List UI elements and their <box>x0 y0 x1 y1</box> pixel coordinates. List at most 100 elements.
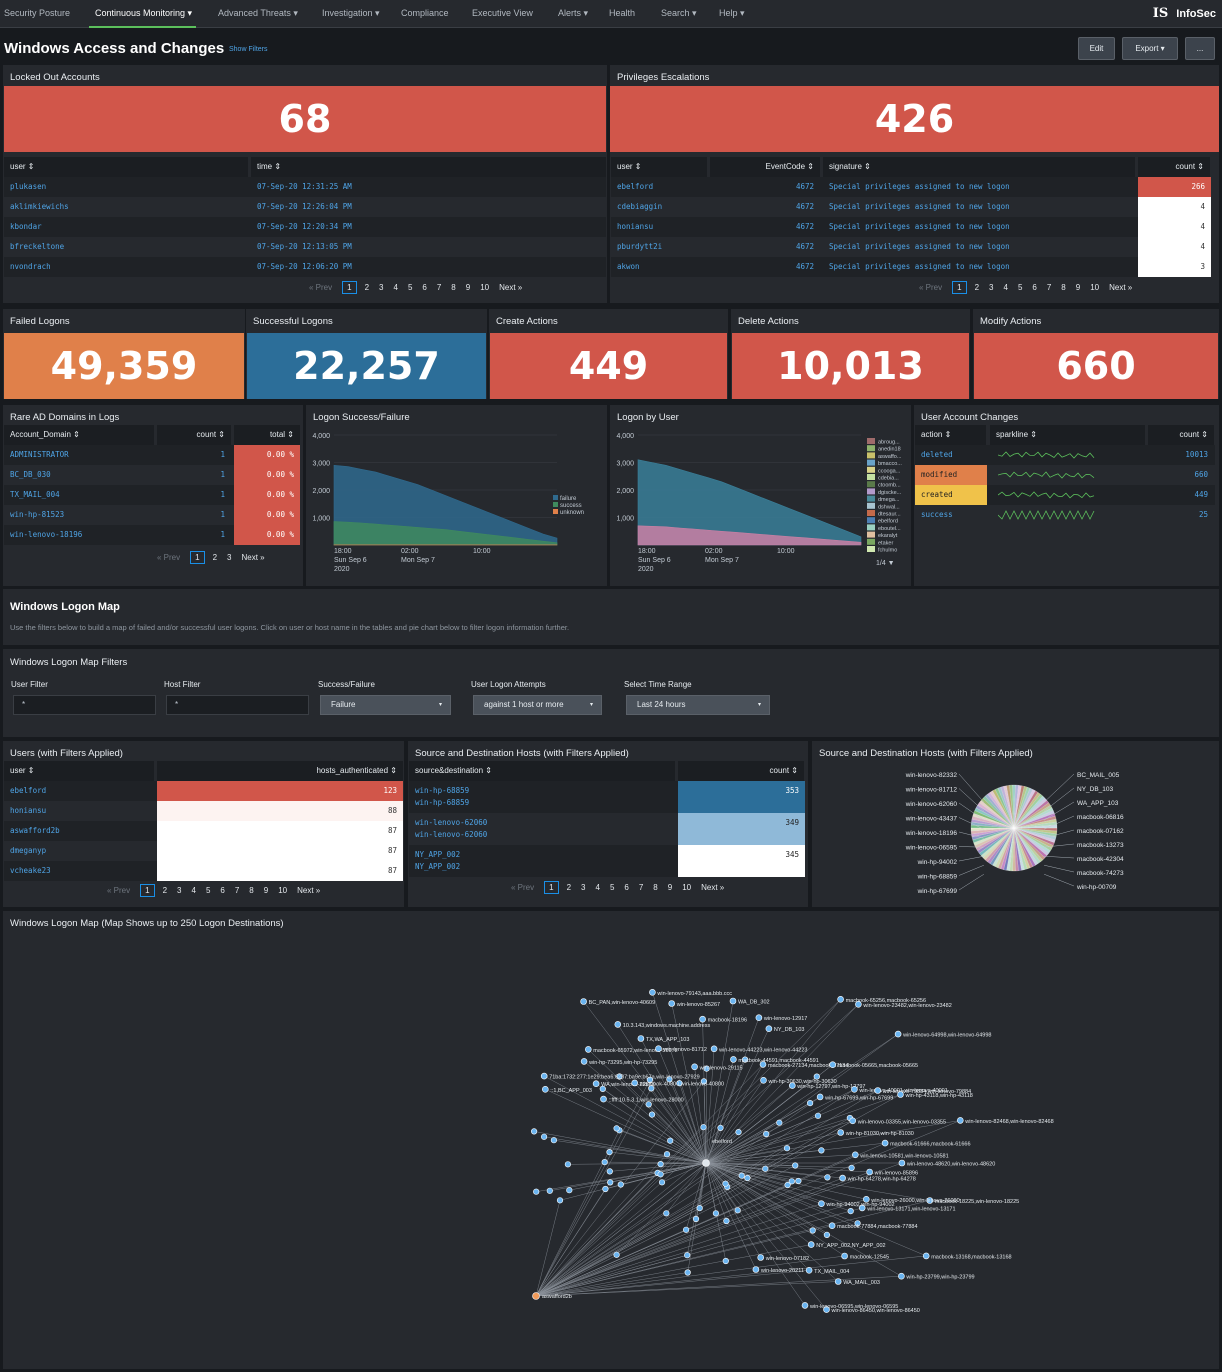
edit-button[interactable]: Edit <box>1078 37 1115 60</box>
page-7-button[interactable]: 7 <box>1046 283 1052 292</box>
table-row[interactable]: akwon 4672 Special privileges assigned to … <box>611 257 1211 277</box>
table-row[interactable]: TX_MAIL_004 1 0.00 % <box>4 485 300 505</box>
page-3-button[interactable]: 3 <box>989 283 994 292</box>
col-user[interactable]: user ⇕ <box>611 157 707 177</box>
page-7-button[interactable]: 7 <box>436 283 442 292</box>
nav-compliance[interactable]: Compliance <box>401 8 449 18</box>
more-button[interactable]: ... <box>1185 37 1215 60</box>
export-button[interactable]: Export ▾ <box>1122 37 1178 60</box>
next-page-button[interactable]: Next » <box>241 553 265 562</box>
prev-page-button[interactable]: « Prev <box>309 283 333 292</box>
col-action[interactable]: action ⇕ <box>915 425 986 445</box>
table-row[interactable]: win-lenovo-18196 1 0.00 % <box>4 525 300 545</box>
nav-investigation[interactable]: Investigation ▾ <box>322 8 380 18</box>
col-count[interactable]: count ⇕ <box>1148 425 1214 445</box>
table-row[interactable]: win-lenovo-62060 win-lenovo-62060 349 <box>409 813 805 845</box>
table-row[interactable]: dmeganyp 87 <box>4 841 403 861</box>
page-6-button[interactable]: 6 <box>624 883 629 892</box>
col-total[interactable]: total ⇕ <box>234 425 300 445</box>
action-cell[interactable]: modified <box>915 465 987 485</box>
page-4-button[interactable]: 4 <box>595 883 600 892</box>
logon-network-graph[interactable]: ::1,BC_APP_003 71ba:1732:277:1e29:bea6:62… <box>3 911 1219 1369</box>
nav-search[interactable]: Search ▾ <box>661 8 697 18</box>
page-8-button[interactable]: 8 <box>653 883 658 892</box>
col-count[interactable]: count ⇕ <box>678 761 804 781</box>
page-2-button[interactable]: 2 <box>364 283 370 292</box>
table-row[interactable]: bfreckeltone 07-Sep-20 12:13:05 PM <box>4 237 606 257</box>
col-account-domain[interactable]: Account_Domain ⇕ <box>4 425 154 445</box>
table-row[interactable]: nvondrach 07-Sep-20 12:06:20 PM <box>4 257 606 277</box>
page-6-button[interactable]: 6 <box>220 886 225 895</box>
page-1-button[interactable]: 1 <box>952 281 967 294</box>
next-page-button[interactable]: Next » <box>297 886 321 895</box>
col-count[interactable]: count ⇕ <box>1138 157 1210 177</box>
signature-cell[interactable]: Special privileges assigned to new logon <box>829 202 1010 211</box>
action-cell[interactable]: created <box>915 485 987 505</box>
col-source-destination[interactable]: source&destination ⇕ <box>409 761 675 781</box>
next-page-button[interactable]: Next » <box>1109 283 1133 292</box>
page-6-button[interactable]: 6 <box>422 283 427 292</box>
prev-page-button[interactable]: « Prev <box>157 553 181 562</box>
nav-continuous-monitoring[interactable]: Continuous Monitoring ▾ <box>95 8 193 18</box>
table-row[interactable]: NY_APP_002 NY_APP_002 345 <box>409 845 805 877</box>
domain-link[interactable]: TX_MAIL_004 <box>10 490 60 499</box>
page-5-button[interactable]: 5 <box>1017 283 1023 292</box>
table-row[interactable]: created 449 <box>915 485 1215 505</box>
page-6-button[interactable]: 6 <box>1032 283 1037 292</box>
user-link[interactable]: plukasen <box>10 182 47 191</box>
eventcode-cell[interactable]: 4672 <box>795 182 814 191</box>
page-2-button[interactable]: 2 <box>212 553 218 562</box>
table-row[interactable]: BC_DB_030 1 0.00 % <box>4 465 300 485</box>
page-5-button[interactable]: 5 <box>205 886 211 895</box>
nav-executive-view[interactable]: Executive View <box>472 8 533 18</box>
table-row[interactable]: honiansu 4672 Special privileges assigned … <box>611 217 1211 237</box>
page-3-button[interactable]: 3 <box>227 553 232 562</box>
page-8-button[interactable]: 8 <box>1061 283 1066 292</box>
prev-page-button[interactable]: « Prev <box>919 283 943 292</box>
prev-page-button[interactable]: « Prev <box>107 886 131 895</box>
table-row[interactable]: ebelford 4672 Special privileges assigned … <box>611 177 1211 197</box>
user-link[interactable]: ebelford <box>10 786 47 795</box>
table-row[interactable]: vcheake23 87 <box>4 861 403 881</box>
table-row[interactable]: aklimkiewichs 07-Sep-20 12:26:04 PM <box>4 197 606 217</box>
host-filter-input[interactable]: * <box>166 695 309 715</box>
user-link[interactable]: vcheake23 <box>10 866 51 875</box>
show-filters-link[interactable]: Show Filters <box>229 46 268 53</box>
user-link[interactable]: honiansu <box>10 806 47 815</box>
destination-host-link[interactable]: win-lenovo-62060 <box>415 830 488 839</box>
user-link[interactable]: cdebiaggin <box>617 202 663 211</box>
table-row[interactable]: plukasen 07-Sep-20 12:31:25 AM <box>4 177 606 197</box>
nav-alerts[interactable]: Alerts ▾ <box>558 8 589 18</box>
page-5-button[interactable]: 5 <box>609 883 615 892</box>
page-7-button[interactable]: 7 <box>234 886 240 895</box>
page-8-button[interactable]: 8 <box>451 283 456 292</box>
destination-host-link[interactable]: NY_APP_002 <box>415 862 461 871</box>
table-row[interactable]: honiansu 88 <box>4 801 403 821</box>
nav-health[interactable]: Health <box>609 8 636 18</box>
table-row[interactable]: ADMINISTRATOR 1 0.00 % <box>4 445 300 465</box>
page-1-button[interactable]: 1 <box>342 281 357 294</box>
col-eventcode[interactable]: EventCode ⇕ <box>710 157 820 177</box>
domain-link[interactable]: BC_DB_030 <box>10 470 51 479</box>
source-host-link[interactable]: win-hp-68859 <box>415 786 470 795</box>
domain-link[interactable]: win-hp-81523 <box>10 510 65 519</box>
page-4-button[interactable]: 4 <box>1003 283 1008 292</box>
page-2-button[interactable]: 2 <box>974 283 980 292</box>
user-link[interactable]: aswafford2b <box>10 826 60 835</box>
page-10-button[interactable]: 10 <box>480 283 490 292</box>
col-user[interactable]: user ⇕ <box>4 761 154 781</box>
col-signature[interactable]: signature ⇕ <box>823 157 1135 177</box>
table-row[interactable]: modified 660 <box>915 465 1215 485</box>
page-9-button[interactable]: 9 <box>667 883 673 892</box>
source-host-link[interactable]: NY_APP_002 <box>415 850 461 859</box>
page-10-button[interactable]: 10 <box>1090 283 1100 292</box>
page-4-button[interactable]: 4 <box>191 886 196 895</box>
col-hosts-authenticated[interactable]: hosts_authenticated ⇕ <box>157 761 403 781</box>
col-time[interactable]: time ⇕ <box>251 157 606 177</box>
table-row[interactable]: pburdytt2i 4672 Special privileges assigne… <box>611 237 1211 257</box>
source-host-link[interactable]: win-lenovo-62060 <box>415 818 488 827</box>
nav-advanced-threats[interactable]: Advanced Threats ▾ <box>218 8 298 18</box>
eventcode-cell[interactable]: 4672 <box>795 262 814 271</box>
col-count[interactable]: count ⇕ <box>157 425 231 445</box>
signature-cell[interactable]: Special privileges assigned to new logon <box>829 242 1010 251</box>
